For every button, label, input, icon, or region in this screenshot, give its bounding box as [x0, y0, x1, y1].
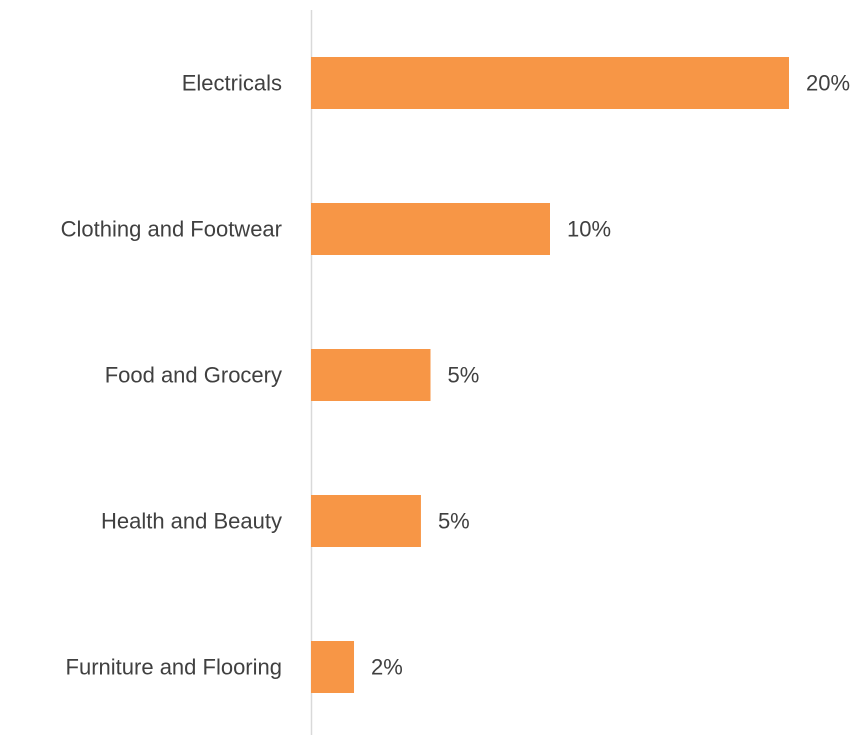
bars-layer: Electricals 20% Clothing and Footwear 10% Fo… [61, 57, 850, 693]
category-label-electricals: Electricals [182, 71, 282, 96]
data-label-electricals: 20% [806, 71, 850, 96]
category-label-furniture-and-flooring: Furniture and Flooring [66, 655, 282, 680]
category-label-clothing-and-footwear: Clothing and Footwear [61, 217, 282, 242]
data-label-clothing-and-footwear: 10% [567, 217, 611, 242]
data-label-food-and-grocery: 5% [448, 363, 480, 388]
bar-clothing-and-footwear [311, 203, 550, 255]
data-label-health-and-beauty: 5% [438, 509, 470, 534]
bar-food-and-grocery [311, 349, 431, 401]
data-label-furniture-and-flooring: 2% [371, 655, 403, 680]
category-label-health-and-beauty: Health and Beauty [101, 509, 282, 534]
bar-health-and-beauty [311, 495, 421, 547]
bar-furniture-and-flooring [311, 641, 355, 693]
category-label-food-and-grocery: Food and Grocery [105, 363, 282, 388]
bar-electricals [311, 57, 789, 109]
